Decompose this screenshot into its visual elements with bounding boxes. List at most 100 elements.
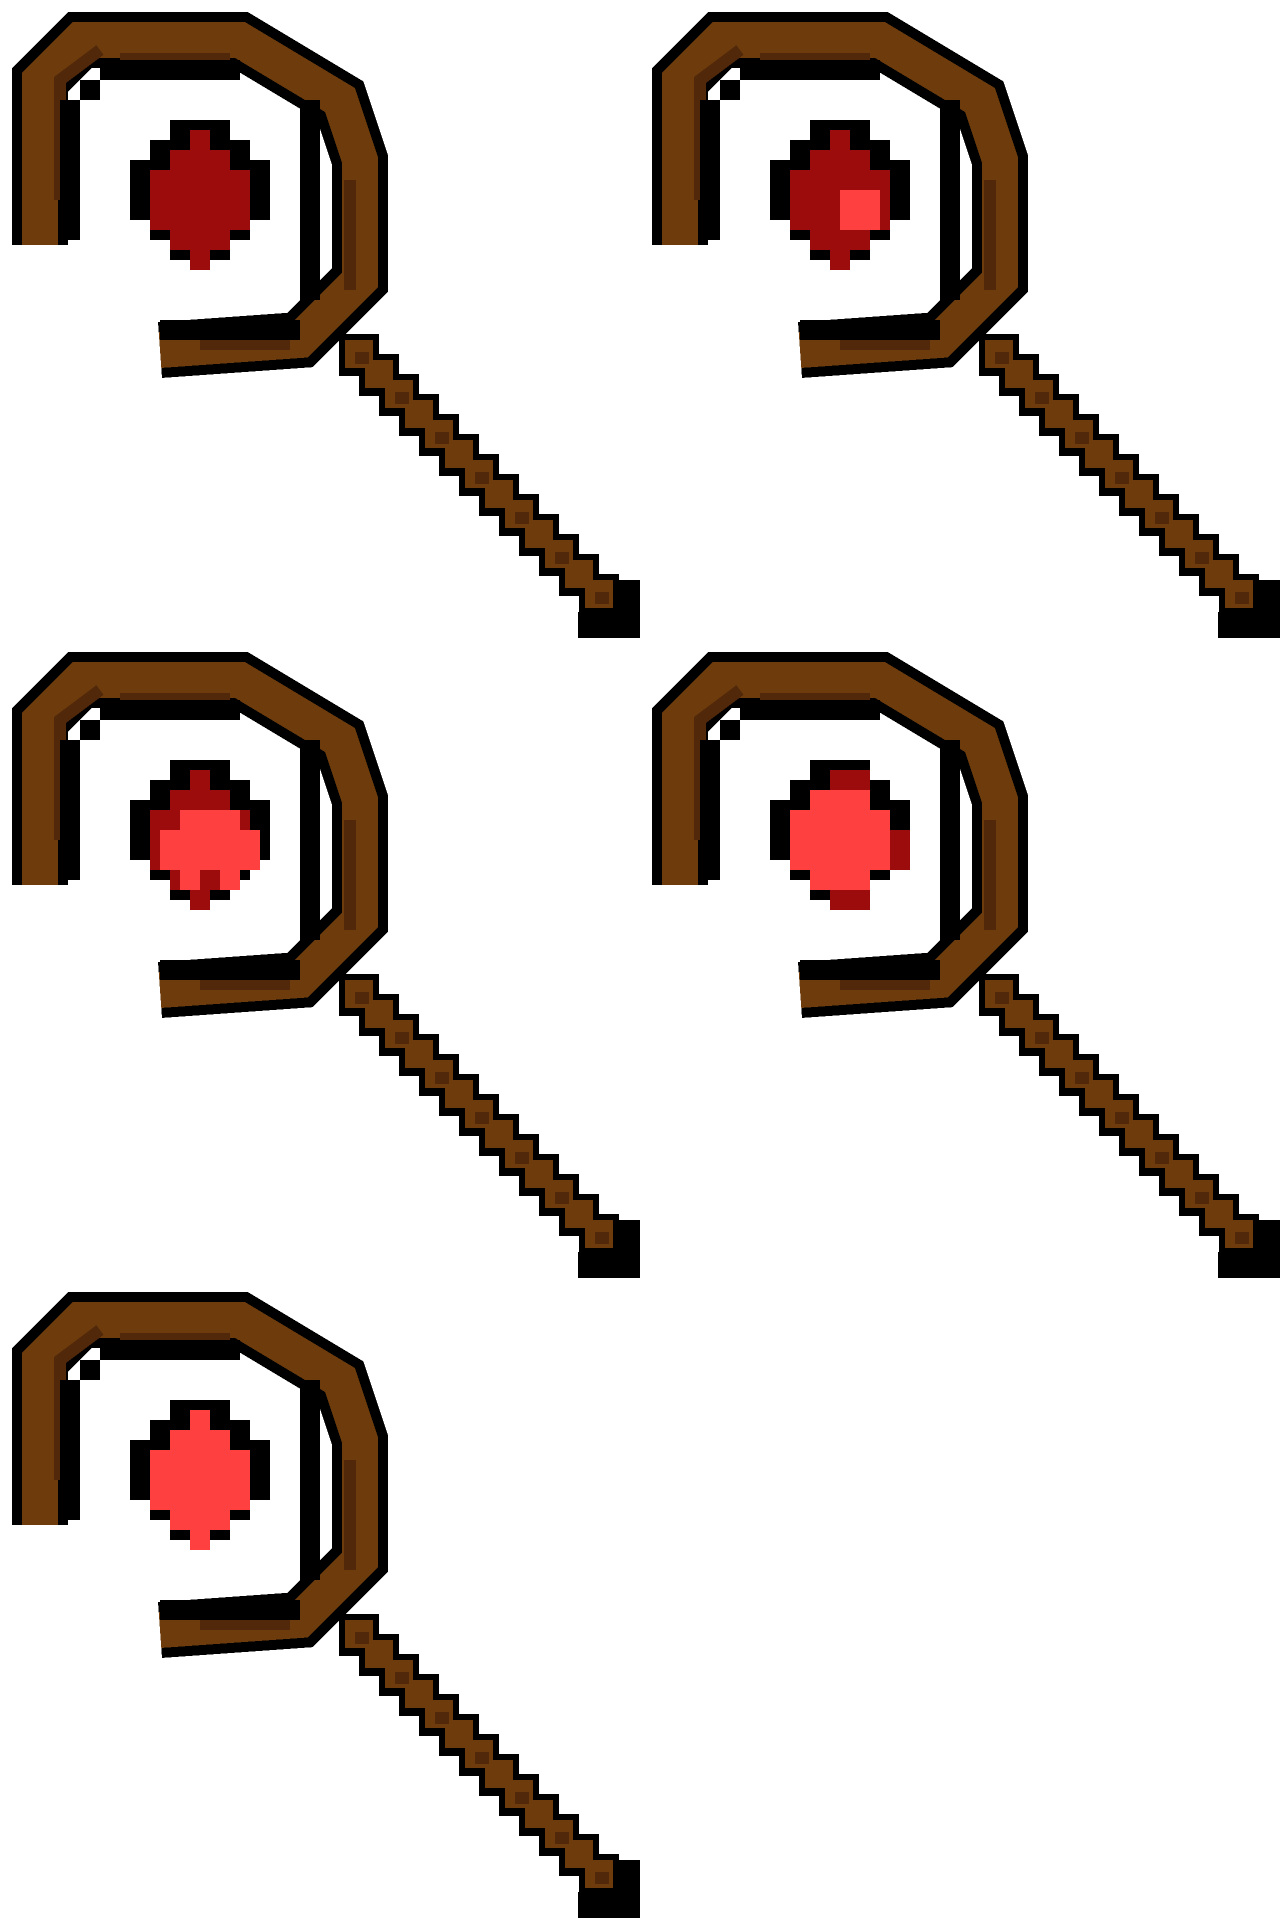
shaft-shade-step xyxy=(1035,392,1049,404)
shaft-shade-step xyxy=(595,1872,609,1884)
hook-inner-right-edge xyxy=(940,740,960,940)
staff-shaft xyxy=(339,1614,640,1918)
shaft-shade-step xyxy=(395,1032,409,1044)
shaft-shade-step xyxy=(1195,552,1209,564)
gem-body-row xyxy=(190,130,210,150)
gem-shade xyxy=(830,890,870,910)
hook-inner-top-edge xyxy=(740,700,880,720)
gem-shade xyxy=(830,770,870,790)
gem-body-row xyxy=(170,230,230,250)
staff-shaft xyxy=(339,334,640,638)
gem-body-row xyxy=(190,890,210,910)
shaft-shade-step xyxy=(1235,592,1249,604)
gem-body-row xyxy=(810,790,870,810)
staff-hook xyxy=(652,652,1028,1018)
gem-shade xyxy=(890,830,910,870)
shaft-end-cap-side xyxy=(618,1220,640,1278)
hook-inner-bottom-edge xyxy=(160,1600,300,1620)
shaft-shade-step xyxy=(475,472,489,484)
hook-inner-corner xyxy=(720,80,740,100)
gem-body-row xyxy=(170,150,230,170)
shaft-shade-step xyxy=(1155,512,1169,524)
shaft-shade-step xyxy=(1235,1232,1249,1244)
staff-sprite xyxy=(652,652,1280,1278)
hook-inner-left-edge xyxy=(60,1380,80,1520)
hook-inner-right-edge xyxy=(300,100,320,300)
shaft-shade-step xyxy=(435,432,449,444)
shaft-shade-step xyxy=(1195,1192,1209,1204)
shaft-shade-step xyxy=(435,1712,449,1724)
staff xyxy=(652,12,1280,638)
shaft-shade-step xyxy=(1115,472,1129,484)
hook-inner-top-edge xyxy=(100,1340,240,1360)
staff-sprite xyxy=(12,1292,640,1918)
staff xyxy=(12,1292,640,1918)
shaft-shade-step xyxy=(555,1832,569,1844)
staff-shaft xyxy=(979,974,1280,1278)
gem-body-row xyxy=(790,170,890,190)
gem-body-row xyxy=(830,130,850,150)
gem-body-row xyxy=(190,250,210,270)
gem-body-row xyxy=(810,150,870,170)
hook-inner-bottom-edge xyxy=(800,960,940,980)
hook-inner-bottom-edge xyxy=(160,320,300,340)
gem-body-row xyxy=(190,770,210,790)
shaft-shade-step xyxy=(995,352,1009,364)
shaft-shade-step xyxy=(515,1792,529,1804)
shaft-shade-step xyxy=(1155,1152,1169,1164)
gem-body-row xyxy=(170,1510,230,1530)
hook-inner-top-edge xyxy=(100,700,240,720)
staff-hook xyxy=(652,12,1028,378)
staff-shaft xyxy=(979,334,1280,638)
gem-body-row xyxy=(810,870,870,890)
shaft-end-cap-side xyxy=(1258,580,1280,638)
gem-shade xyxy=(180,790,200,810)
gem-body-row xyxy=(150,1490,250,1510)
gem-highlight xyxy=(840,190,880,230)
shaft-shade-step xyxy=(355,1632,369,1644)
hook-inner-right-edge xyxy=(300,740,320,940)
staff xyxy=(12,652,640,1278)
gem-body-row xyxy=(170,1430,230,1450)
shaft-shade-step xyxy=(395,1672,409,1684)
gem-body-row xyxy=(810,230,870,250)
staff-hook xyxy=(12,1292,388,1658)
staff-frame xyxy=(0,0,640,640)
gem-body-row xyxy=(190,1530,210,1550)
gem xyxy=(130,1400,270,1550)
hook-inner-left-edge xyxy=(700,740,720,880)
gem-body-row xyxy=(830,250,850,270)
shaft-shade-step xyxy=(355,352,369,364)
shaft-shade-step xyxy=(1035,1032,1049,1044)
hook-inner-corner xyxy=(80,80,100,100)
shaft-shade-step xyxy=(595,592,609,604)
hook-wood xyxy=(22,662,378,1008)
shaft-shade-step xyxy=(555,552,569,564)
staff-hook xyxy=(12,652,388,1018)
hook-wood xyxy=(662,22,1018,368)
staff xyxy=(652,652,1280,1278)
gem xyxy=(130,760,270,910)
hook-inner-corner xyxy=(80,1360,100,1380)
gem xyxy=(770,760,910,910)
hook-wood xyxy=(22,22,378,368)
hook-inner-bottom-edge xyxy=(160,960,300,980)
shaft-end-cap-side xyxy=(1258,1220,1280,1278)
gem-body-row xyxy=(790,830,890,850)
staff-sprite xyxy=(12,652,640,1278)
staff-frame xyxy=(0,1280,640,1920)
hook-inner-corner xyxy=(720,720,740,740)
shaft-shade-step xyxy=(1075,432,1089,444)
hook-inner-bottom-edge xyxy=(800,320,940,340)
staff-frame xyxy=(640,640,1280,1280)
shaft-shade-step xyxy=(1115,1112,1129,1124)
gem-body-row xyxy=(150,1470,250,1490)
staff xyxy=(12,12,640,638)
gem xyxy=(130,120,270,270)
shaft-shade-step xyxy=(515,1152,529,1164)
staff-shaft xyxy=(339,974,640,1278)
staff-frame xyxy=(0,640,640,1280)
hook-inner-right-edge xyxy=(940,100,960,300)
shaft-shade-step xyxy=(515,512,529,524)
hook-inner-top-edge xyxy=(740,60,880,80)
